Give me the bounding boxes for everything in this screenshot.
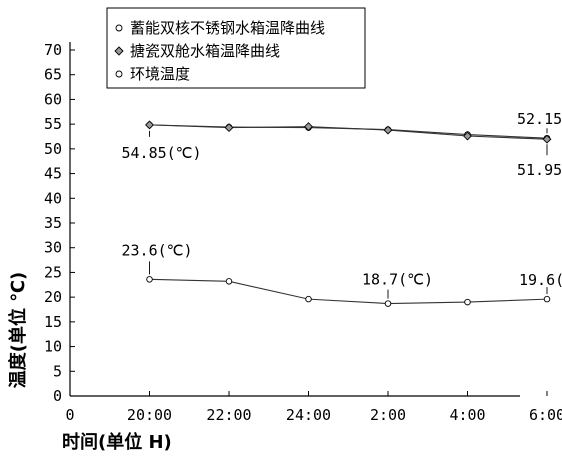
annotations: 54.85(℃) 52.15(℃) 51.95(℃) 23.6(℃) 18.7(℃) 19… xyxy=(122,110,562,299)
x-tick-label: 24:00 xyxy=(286,406,331,424)
legend-label: 蓄能双核不锈钢水箱温降曲线 xyxy=(130,19,325,37)
data-point xyxy=(543,295,551,303)
x-axis-title: 时间(单位 H) xyxy=(62,431,172,453)
y-tick-label: 35 xyxy=(44,214,62,232)
series-line xyxy=(149,278,548,305)
data-label: 23.6(℃) xyxy=(122,241,193,259)
data-label: 19.6(℃) xyxy=(519,271,562,289)
data-label: 52.15(℃) xyxy=(517,110,562,128)
data-point xyxy=(145,120,154,130)
y-tick-label: 15 xyxy=(44,313,62,331)
y-tick-label: 55 xyxy=(44,115,62,133)
x-tick-label: 4:00 xyxy=(449,406,485,424)
y-tick-label: 20 xyxy=(44,288,62,306)
y-tick-label: 65 xyxy=(44,66,62,84)
data-point xyxy=(224,123,234,133)
y-tick-label: 50 xyxy=(44,140,62,158)
data-point xyxy=(542,134,552,144)
data-point xyxy=(225,278,233,285)
data-point xyxy=(384,300,392,307)
x-tick-label: 6:00 xyxy=(529,406,562,424)
y-tick-label: 60 xyxy=(44,90,62,108)
y-tick-label: 0 xyxy=(53,387,62,405)
y-tick-label: 25 xyxy=(44,263,62,281)
y-axis-ticks: 0 5 10 15 20 25 30 35 40 45 50 55 60 65 70 xyxy=(44,41,75,405)
y-tick-label: 30 xyxy=(44,239,62,257)
series-line xyxy=(149,124,548,140)
axes xyxy=(69,42,520,397)
data-label: 54.85(℃) xyxy=(122,144,202,162)
data-point xyxy=(304,122,313,132)
x-axis-ticks: 0 20:00 22:00 24:00 2:00 4:00 6:00 xyxy=(65,391,562,424)
series-lines xyxy=(145,120,552,307)
y-tick-label: 10 xyxy=(44,338,62,356)
data-point xyxy=(464,298,471,306)
legend-marker xyxy=(115,24,123,32)
y-tick-label: 5 xyxy=(53,362,62,380)
y-tick-label: 45 xyxy=(44,165,62,183)
x-tick-label: 0 xyxy=(65,406,74,424)
legend-label: 搪瓷双舱水箱温降曲线 xyxy=(130,42,280,60)
y-tick-label: 40 xyxy=(44,189,62,207)
data-point xyxy=(463,131,472,141)
x-tick-label: 2:00 xyxy=(370,406,406,424)
data-point xyxy=(383,125,393,135)
data-label: 18.7(℃) xyxy=(362,271,433,289)
data-label: 51.95(℃) xyxy=(517,161,562,179)
x-tick-label: 22:00 xyxy=(206,406,251,424)
x-tick-label: 20:00 xyxy=(127,406,172,424)
legend-box xyxy=(106,7,366,89)
y-tick-label: 70 xyxy=(44,41,62,59)
legend-label: 环境温度 xyxy=(130,65,190,83)
data-point xyxy=(305,295,312,303)
legend-marker xyxy=(115,70,123,78)
legend-marker xyxy=(114,46,124,56)
y-axis-title: 温度(单位 ℃) xyxy=(7,272,29,389)
data-point xyxy=(146,276,153,283)
